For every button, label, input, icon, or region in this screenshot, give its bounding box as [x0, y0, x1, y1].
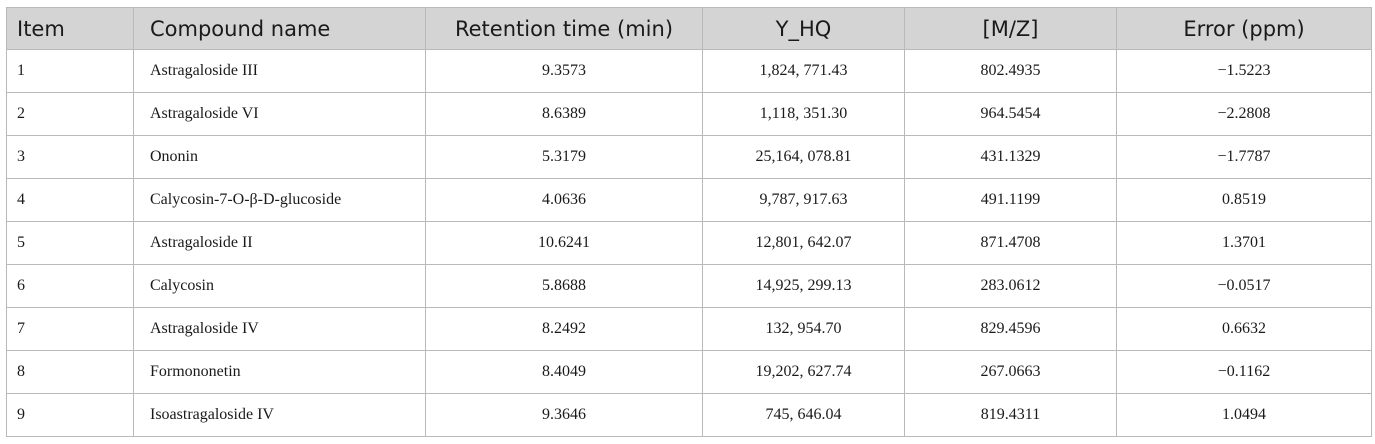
table-row: 4 Calycosin-7-O-β-D-glucoside 4.0636 9,7… — [6, 178, 1372, 222]
cell-item: 6 — [6, 264, 134, 308]
cell-error: 1.0494 — [1116, 393, 1372, 437]
cell-y-hq: 1,118, 351.30 — [702, 92, 905, 136]
header-error: Error (ppm) — [1116, 7, 1372, 50]
cell-mz: 964.5454 — [904, 92, 1117, 136]
cell-mz: 431.1329 — [904, 135, 1117, 179]
header-row: Item Compound name Retention time (min) … — [6, 7, 1372, 50]
cell-mz: 871.4708 — [904, 221, 1117, 265]
cell-item: 5 — [6, 221, 134, 265]
cell-mz: 829.4596 — [904, 307, 1117, 351]
cell-retention-time: 4.0636 — [425, 178, 703, 222]
header-mz: [M/Z] — [904, 7, 1117, 50]
cell-compound-name: Calycosin — [133, 264, 426, 308]
cell-error: 0.8519 — [1116, 178, 1372, 222]
table-row: 5 Astragaloside II 10.6241 12,801, 642.0… — [6, 221, 1372, 265]
cell-item: 9 — [6, 393, 134, 437]
table-header: Item Compound name Retention time (min) … — [6, 7, 1372, 50]
cell-retention-time: 5.3179 — [425, 135, 703, 179]
cell-error: −0.1162 — [1116, 350, 1372, 394]
cell-compound-name: Ononin — [133, 135, 426, 179]
table-row: 7 Astragaloside IV 8.2492 132, 954.70 82… — [6, 307, 1372, 351]
cell-y-hq: 14,925, 299.13 — [702, 264, 905, 308]
header-y-hq: Y_HQ — [702, 7, 905, 50]
cell-compound-name: Astragaloside VI — [133, 92, 426, 136]
cell-mz: 491.1199 — [904, 178, 1117, 222]
cell-error: −1.7787 — [1116, 135, 1372, 179]
cell-compound-name: Isoastragaloside IV — [133, 393, 426, 437]
cell-item: 4 — [6, 178, 134, 222]
compound-table-container: Item Compound name Retention time (min) … — [6, 7, 1372, 437]
cell-y-hq: 132, 954.70 — [702, 307, 905, 351]
cell-item: 1 — [6, 49, 134, 93]
cell-retention-time: 10.6241 — [425, 221, 703, 265]
cell-error: 1.3701 — [1116, 221, 1372, 265]
cell-mz: 283.0612 — [904, 264, 1117, 308]
cell-item: 3 — [6, 135, 134, 179]
header-compound-name: Compound name — [133, 7, 426, 50]
cell-compound-name: Formononetin — [133, 350, 426, 394]
compound-table: Item Compound name Retention time (min) … — [6, 7, 1372, 437]
table-row: 3 Ononin 5.3179 25,164, 078.81 431.1329 … — [6, 135, 1372, 179]
cell-y-hq: 9,787, 917.63 — [702, 178, 905, 222]
cell-retention-time: 8.2492 — [425, 307, 703, 351]
table-row: 1 Astragaloside III 9.3573 1,824, 771.43… — [6, 49, 1372, 93]
cell-item: 7 — [6, 307, 134, 351]
header-item: Item — [6, 7, 134, 50]
cell-item: 8 — [6, 350, 134, 394]
cell-y-hq: 745, 646.04 — [702, 393, 905, 437]
cell-y-hq: 25,164, 078.81 — [702, 135, 905, 179]
cell-retention-time: 8.6389 — [425, 92, 703, 136]
table-row: 8 Formononetin 8.4049 19,202, 627.74 267… — [6, 350, 1372, 394]
table-row: 6 Calycosin 5.8688 14,925, 299.13 283.06… — [6, 264, 1372, 308]
cell-mz: 802.4935 — [904, 49, 1117, 93]
cell-mz: 819.4311 — [904, 393, 1117, 437]
cell-error: −2.2808 — [1116, 92, 1372, 136]
cell-retention-time: 9.3573 — [425, 49, 703, 93]
header-retention-time: Retention time (min) — [425, 7, 703, 50]
cell-y-hq: 12,801, 642.07 — [702, 221, 905, 265]
cell-error: 0.6632 — [1116, 307, 1372, 351]
cell-retention-time: 5.8688 — [425, 264, 703, 308]
cell-y-hq: 1,824, 771.43 — [702, 49, 905, 93]
cell-compound-name: Calycosin-7-O-β-D-glucoside — [133, 178, 426, 222]
cell-mz: 267.0663 — [904, 350, 1117, 394]
table-row: 9 Isoastragaloside IV 9.3646 745, 646.04… — [6, 393, 1372, 437]
table-row: 2 Astragaloside VI 8.6389 1,118, 351.30 … — [6, 92, 1372, 136]
cell-error: −1.5223 — [1116, 49, 1372, 93]
cell-retention-time: 9.3646 — [425, 393, 703, 437]
cell-retention-time: 8.4049 — [425, 350, 703, 394]
cell-compound-name: Astragaloside III — [133, 49, 426, 93]
cell-y-hq: 19,202, 627.74 — [702, 350, 905, 394]
cell-compound-name: Astragaloside II — [133, 221, 426, 265]
cell-compound-name: Astragaloside IV — [133, 307, 426, 351]
cell-error: −0.0517 — [1116, 264, 1372, 308]
cell-item: 2 — [6, 92, 134, 136]
table-body: 1 Astragaloside III 9.3573 1,824, 771.43… — [6, 49, 1372, 437]
